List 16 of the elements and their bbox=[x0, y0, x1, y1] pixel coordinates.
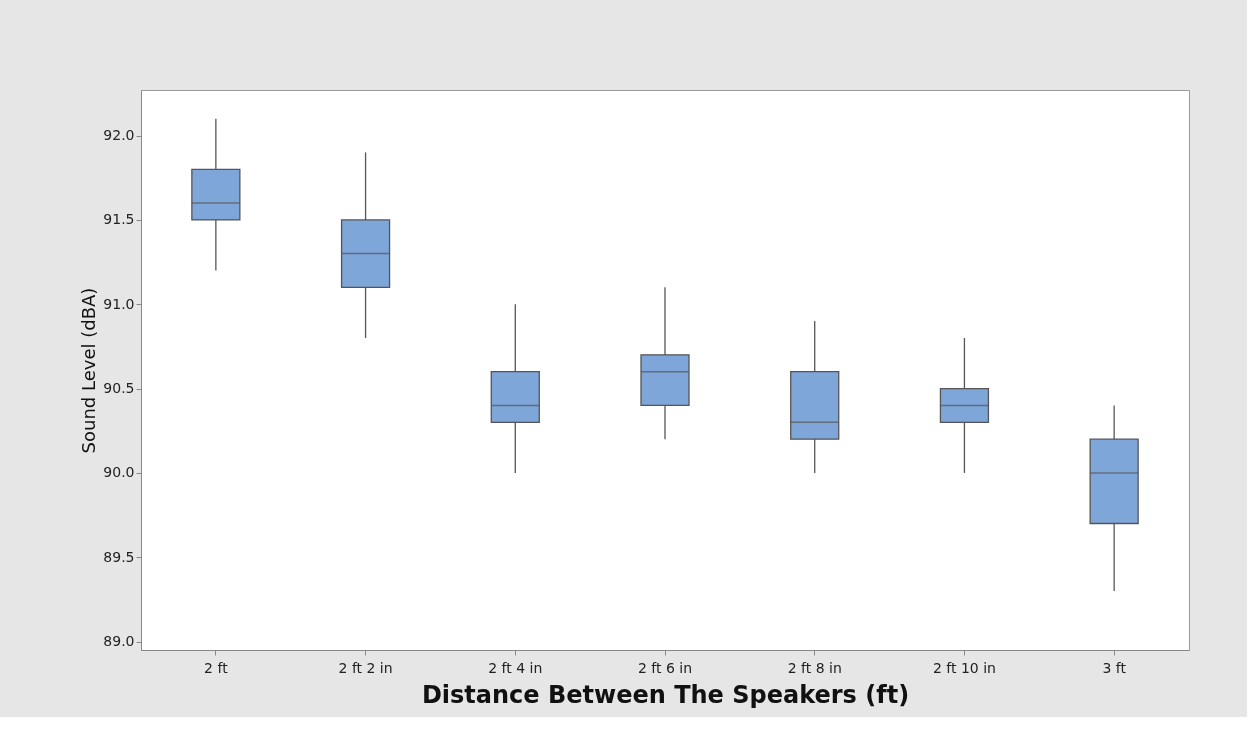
y-tick-label: 90.0 bbox=[103, 464, 135, 481]
x-tick-label: 2 ft 4 in bbox=[488, 659, 543, 676]
x-tick-label: 3 ft bbox=[1102, 659, 1127, 676]
y-tick-label: 89.5 bbox=[103, 548, 135, 565]
y-axis-title: Sound Level (dBA) bbox=[78, 287, 100, 454]
x-tick-label: 2 ft bbox=[204, 659, 229, 676]
x-tick-label: 2 ft 6 in bbox=[637, 659, 693, 676]
y-tick-label: 89.0 bbox=[103, 633, 135, 650]
y-tick-label: 91.5 bbox=[103, 211, 135, 228]
y-tick-label: 91.0 bbox=[103, 295, 135, 312]
y-tick-label: 90.5 bbox=[103, 380, 135, 397]
x-tick-label: 2 ft 2 in bbox=[338, 659, 393, 676]
y-tick-label: 92.0 bbox=[103, 127, 135, 144]
x-axis-title: Distance Between The Speakers (ft) bbox=[421, 680, 910, 709]
x-tick-label: 2 ft 10 in bbox=[932, 659, 996, 676]
x-tick-label: 2 ft 8 in bbox=[787, 659, 842, 676]
